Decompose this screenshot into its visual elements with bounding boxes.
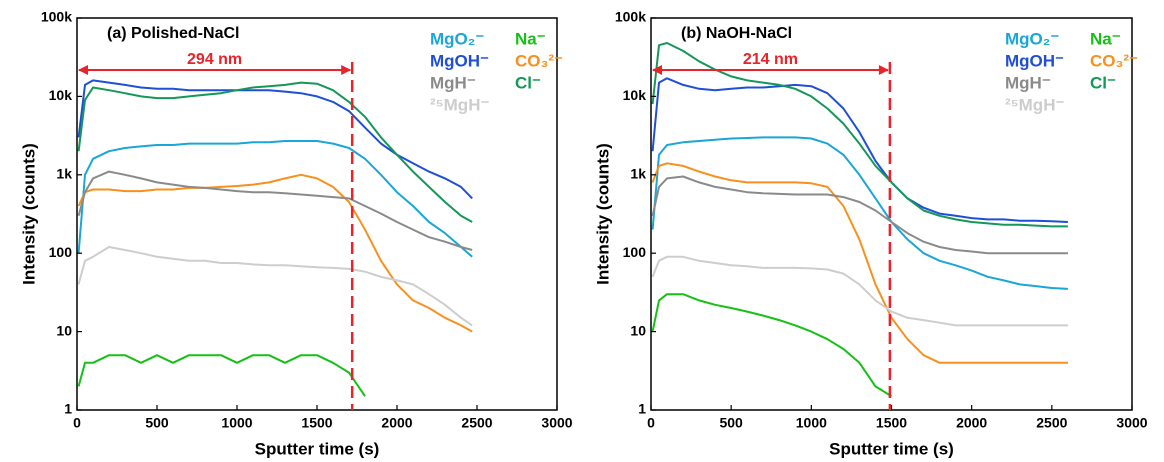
arrow-head bbox=[341, 65, 352, 75]
y-axis-label: Intensity (counts) bbox=[593, 143, 612, 285]
y-tick-label: 1k bbox=[56, 166, 72, 182]
annotation-label: 294 nm bbox=[187, 51, 242, 68]
chart-title: (b) NaOH-NaCl bbox=[681, 25, 792, 42]
legend-entry: CO₃²⁻ bbox=[515, 51, 563, 70]
y-tick-label: 10 bbox=[56, 322, 72, 338]
data-line bbox=[77, 81, 473, 223]
data-line bbox=[651, 175, 1068, 255]
y-tick-label: 100 bbox=[49, 244, 73, 260]
arrow-head bbox=[878, 65, 889, 75]
arrow-head bbox=[78, 65, 88, 75]
y-axis-label: Intensity (counts) bbox=[19, 143, 38, 285]
legend-entry: CO₃²⁻ bbox=[1090, 51, 1138, 70]
chart-title: (a) Polished-NaCl bbox=[107, 25, 239, 42]
x-tick-label: 1500 bbox=[876, 415, 907, 431]
chart-panel: 0 500 1000 1500 2000 2500 3000 1 10 100 1k 10k 100k S… bbox=[19, 9, 572, 459]
legend-entry: MgH⁻ bbox=[430, 73, 476, 92]
x-axis-label: Sputter time (s) bbox=[829, 439, 954, 458]
arrow-head bbox=[652, 65, 662, 75]
legend-entry: Cl⁻ bbox=[515, 73, 541, 92]
data-line bbox=[77, 246, 473, 327]
data-line bbox=[651, 77, 1068, 223]
x-tick-label: 3000 bbox=[541, 415, 572, 431]
x-tick-label: 0 bbox=[73, 415, 81, 431]
x-tick-label: 1000 bbox=[221, 415, 252, 431]
data-line bbox=[77, 354, 366, 397]
x-tick-label: 2500 bbox=[1036, 415, 1067, 431]
plot-frame bbox=[650, 17, 1133, 411]
y-tick-label: 10k bbox=[49, 87, 73, 103]
y-tick-label: 1 bbox=[64, 401, 72, 417]
plot-frame bbox=[76, 17, 558, 411]
legend-entry: ²⁵MgH⁻ bbox=[430, 95, 489, 114]
data-line bbox=[651, 255, 1068, 327]
x-tick-label: 2000 bbox=[381, 415, 412, 431]
x-tick-label: 1500 bbox=[301, 415, 332, 431]
legend-entry: MgOH⁻ bbox=[1005, 51, 1064, 70]
data-line bbox=[77, 170, 473, 251]
data-line bbox=[77, 140, 473, 258]
legend-entry: MgH⁻ bbox=[1005, 73, 1051, 92]
x-tick-label: 500 bbox=[719, 415, 743, 431]
x-tick-label: 500 bbox=[145, 415, 169, 431]
y-tick-label: 100k bbox=[615, 9, 646, 25]
y-tick-label: 10k bbox=[623, 87, 647, 103]
data-line bbox=[651, 293, 893, 398]
legend-entry: Cl⁻ bbox=[1090, 73, 1116, 92]
x-tick-label: 0 bbox=[647, 415, 655, 431]
y-tick-label: 1k bbox=[630, 166, 646, 182]
x-tick-label: 3000 bbox=[1116, 415, 1147, 431]
y-tick-label: 100k bbox=[41, 9, 72, 25]
data-line bbox=[651, 136, 1068, 290]
x-tick-label: 1000 bbox=[796, 415, 827, 431]
x-tick-label: 2000 bbox=[956, 415, 987, 431]
data-line bbox=[651, 42, 1068, 228]
annotation-label: 214 nm bbox=[743, 51, 798, 68]
data-line bbox=[77, 79, 473, 200]
legend-entry: Na⁻ bbox=[515, 29, 546, 48]
data-line bbox=[651, 162, 1068, 364]
legend-entry: MgOH⁻ bbox=[430, 51, 489, 70]
legend-entry: MgO₂⁻ bbox=[430, 29, 484, 48]
y-tick-label: 10 bbox=[630, 322, 646, 338]
y-tick-label: 1 bbox=[638, 401, 646, 417]
legend-entry: Na⁻ bbox=[1090, 29, 1121, 48]
y-tick-label: 100 bbox=[623, 244, 647, 260]
chart-panel: 0 500 1000 1500 2000 2500 3000 1 10 100 1k 10k 100k S… bbox=[593, 9, 1147, 459]
x-tick-label: 2500 bbox=[461, 415, 492, 431]
legend-entry: ²⁵MgH⁻ bbox=[1005, 95, 1064, 114]
data-line bbox=[77, 173, 473, 333]
x-axis-label: Sputter time (s) bbox=[255, 439, 380, 458]
legend-entry: MgO₂⁻ bbox=[1005, 29, 1059, 48]
